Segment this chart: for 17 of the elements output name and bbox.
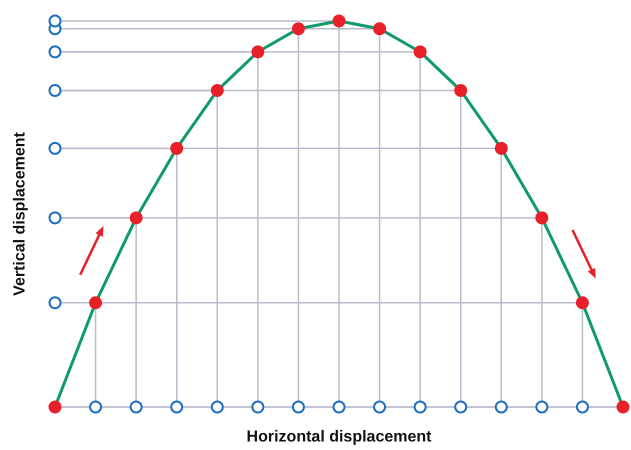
point [210, 84, 224, 97]
point [454, 84, 468, 97]
point [292, 22, 305, 36]
point [251, 45, 264, 58]
point [89, 296, 102, 310]
point [130, 211, 143, 224]
point [494, 142, 508, 155]
point [170, 142, 184, 155]
x-axis-title: Horizontal displacement [246, 428, 432, 446]
point [48, 400, 62, 414]
point [616, 400, 630, 414]
point [373, 22, 386, 36]
y-axis-title: Vertical displacement [12, 132, 28, 296]
point [535, 211, 548, 224]
point [414, 45, 427, 58]
point [576, 296, 589, 310]
point [332, 14, 346, 28]
